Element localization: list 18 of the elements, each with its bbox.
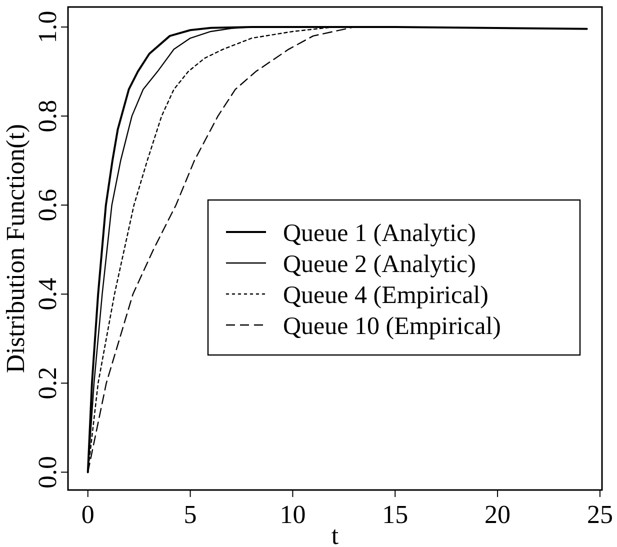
x-tick-label: 25 (586, 500, 613, 529)
x-tick-label: 5 (184, 500, 197, 529)
x-tick-label: 0 (81, 500, 94, 529)
y-tick-label: 0.6 (33, 188, 62, 222)
y-tick-label: 0.0 (33, 456, 62, 488)
y-axis-title: Distribution Function(t) (1, 124, 30, 374)
legend-label: Queue 4 (Empirical) (283, 282, 488, 309)
y-tick-label: 0.2 (33, 366, 62, 400)
y-tick-label: 0.8 (33, 100, 62, 132)
x-tick-label: 20 (484, 500, 511, 529)
y-tick-label: 0.4 (33, 278, 62, 310)
legend-label: Queue 1 (Analytic) (283, 220, 476, 247)
x-tick-label: 15 (382, 500, 408, 529)
legend-label: Queue 10 (Empirical) (283, 313, 501, 340)
y-tick-label: 1.0 (33, 10, 62, 44)
x-axis-title: t (331, 521, 340, 547)
x-tick-label: 10 (280, 500, 306, 529)
legend-label: Queue 2 (Analytic) (283, 251, 476, 278)
